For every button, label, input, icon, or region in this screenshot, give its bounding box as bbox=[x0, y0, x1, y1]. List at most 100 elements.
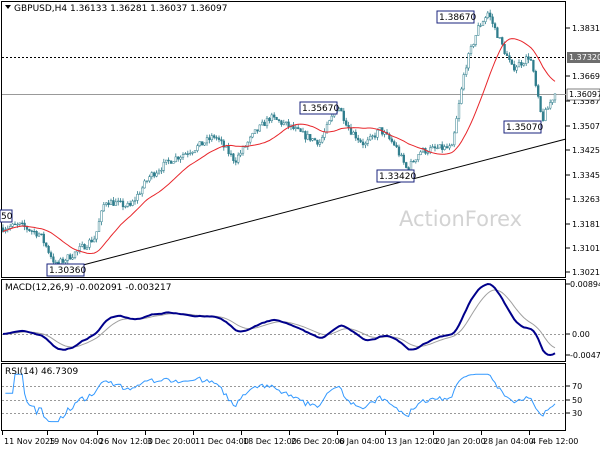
candle-body bbox=[505, 53, 509, 56]
candle-body bbox=[467, 53, 470, 69]
candle-body bbox=[131, 200, 134, 206]
candle-body bbox=[167, 159, 170, 162]
candle-body bbox=[28, 229, 31, 232]
support-trendline bbox=[59, 138, 567, 272]
candle-body bbox=[153, 172, 156, 177]
candle-body bbox=[347, 125, 350, 128]
candle-body bbox=[88, 239, 91, 248]
candle-body bbox=[354, 131, 357, 139]
rsi-title: RSI(14) 46.7309 bbox=[5, 367, 78, 377]
candle-body bbox=[325, 124, 329, 133]
current-price-box bbox=[566, 88, 600, 101]
candle-body bbox=[227, 145, 230, 155]
candle-body bbox=[520, 62, 523, 66]
candle-body bbox=[549, 102, 552, 109]
candle-body bbox=[414, 159, 417, 163]
candle-body bbox=[112, 200, 115, 206]
candle-body bbox=[61, 258, 65, 263]
candle-body bbox=[522, 63, 525, 66]
candle-body bbox=[376, 129, 379, 138]
candle-body bbox=[501, 37, 504, 45]
candle-body bbox=[489, 12, 492, 18]
candle-body bbox=[49, 252, 53, 258]
candle-body bbox=[318, 141, 321, 145]
candle-body bbox=[299, 128, 302, 132]
candle-body bbox=[234, 160, 237, 163]
candle-body bbox=[193, 150, 197, 153]
candle-body bbox=[208, 137, 211, 141]
candle-body bbox=[169, 160, 173, 164]
candle-body bbox=[337, 107, 341, 112]
candle-body bbox=[301, 131, 305, 133]
candle-body bbox=[306, 134, 309, 140]
macd-y-axis: 0.008942 0.00 -0.004725 bbox=[566, 280, 600, 360]
candle-body bbox=[114, 201, 117, 206]
candle-body bbox=[23, 222, 26, 227]
candle-body bbox=[357, 137, 360, 141]
candle-body bbox=[445, 146, 449, 149]
candle-body bbox=[484, 17, 487, 22]
x-tick-label: 26 Nov 12:00 bbox=[99, 437, 153, 446]
candle-body bbox=[510, 59, 513, 65]
price-tick: 1.30210 bbox=[572, 268, 600, 277]
annotation-high: 1.38670 bbox=[439, 13, 476, 23]
candle-body bbox=[229, 153, 233, 155]
candle-body bbox=[460, 88, 463, 104]
rsi-y-axis: 70 50 30 bbox=[566, 382, 582, 418]
collapse-triangle-icon bbox=[5, 5, 11, 9]
candle-body bbox=[145, 180, 149, 182]
candle-body bbox=[397, 146, 401, 156]
macd-title: MACD(12,26,9) -0.002091 -0.003217 bbox=[5, 283, 171, 293]
candle-body bbox=[16, 223, 19, 226]
rsi-tick: 50 bbox=[572, 396, 582, 405]
x-tick-label: 6 Jan 04:00 bbox=[339, 437, 385, 446]
annotations: 1.38670 1.35670 1.35070 1.33420 1.30360 … bbox=[0, 10, 543, 277]
x-tick-label: 20 Jan 20:00 bbox=[435, 437, 486, 446]
price-tick: 1.36690 bbox=[572, 72, 600, 81]
candle-body bbox=[469, 46, 473, 54]
candle-body bbox=[220, 139, 223, 142]
candle-body bbox=[196, 145, 199, 151]
candle-body bbox=[97, 221, 101, 232]
candle-body bbox=[491, 16, 494, 24]
candle-body bbox=[148, 176, 151, 182]
candle-body bbox=[244, 146, 247, 148]
candle-body bbox=[474, 35, 477, 45]
candle-body bbox=[498, 37, 501, 39]
annotation-left-cut: 50 bbox=[1, 212, 13, 222]
candle-body bbox=[390, 138, 393, 142]
candle-body bbox=[421, 148, 425, 153]
watermark: ActionForex bbox=[399, 207, 522, 231]
candle-body bbox=[323, 131, 326, 138]
candle-body bbox=[251, 133, 254, 138]
candle-body bbox=[349, 127, 353, 135]
candle-body bbox=[400, 154, 403, 157]
candle-body bbox=[138, 193, 141, 195]
candle-body bbox=[241, 146, 245, 154]
candle-body bbox=[553, 93, 557, 101]
x-tick-label: 11 Dec 04:00 bbox=[195, 437, 249, 446]
candle-body bbox=[273, 114, 276, 118]
price-y-axis: 1.38310 1.36690 1.35870 1.35070 1.34250 … bbox=[566, 24, 600, 277]
candle-body bbox=[83, 244, 86, 250]
candle-body bbox=[189, 152, 192, 155]
price-tick: 1.31010 bbox=[572, 244, 600, 253]
candle-body bbox=[294, 127, 297, 129]
candle-body bbox=[181, 154, 185, 158]
candle-body bbox=[105, 202, 108, 205]
candle-body bbox=[93, 238, 96, 243]
candle-body bbox=[508, 55, 511, 60]
candle-body bbox=[119, 200, 122, 203]
candle-body bbox=[42, 233, 45, 244]
candle-body bbox=[71, 257, 74, 260]
candle-body bbox=[249, 136, 252, 143]
price-tick: 1.31810 bbox=[572, 220, 600, 229]
candle-body bbox=[100, 210, 103, 222]
candle-body bbox=[282, 122, 285, 125]
candle-body bbox=[40, 233, 43, 235]
candle-body bbox=[136, 194, 139, 201]
price-tick: 1.38310 bbox=[572, 24, 600, 33]
candle-body bbox=[529, 59, 533, 61]
candle-body bbox=[352, 131, 355, 135]
candle-body bbox=[45, 242, 48, 247]
